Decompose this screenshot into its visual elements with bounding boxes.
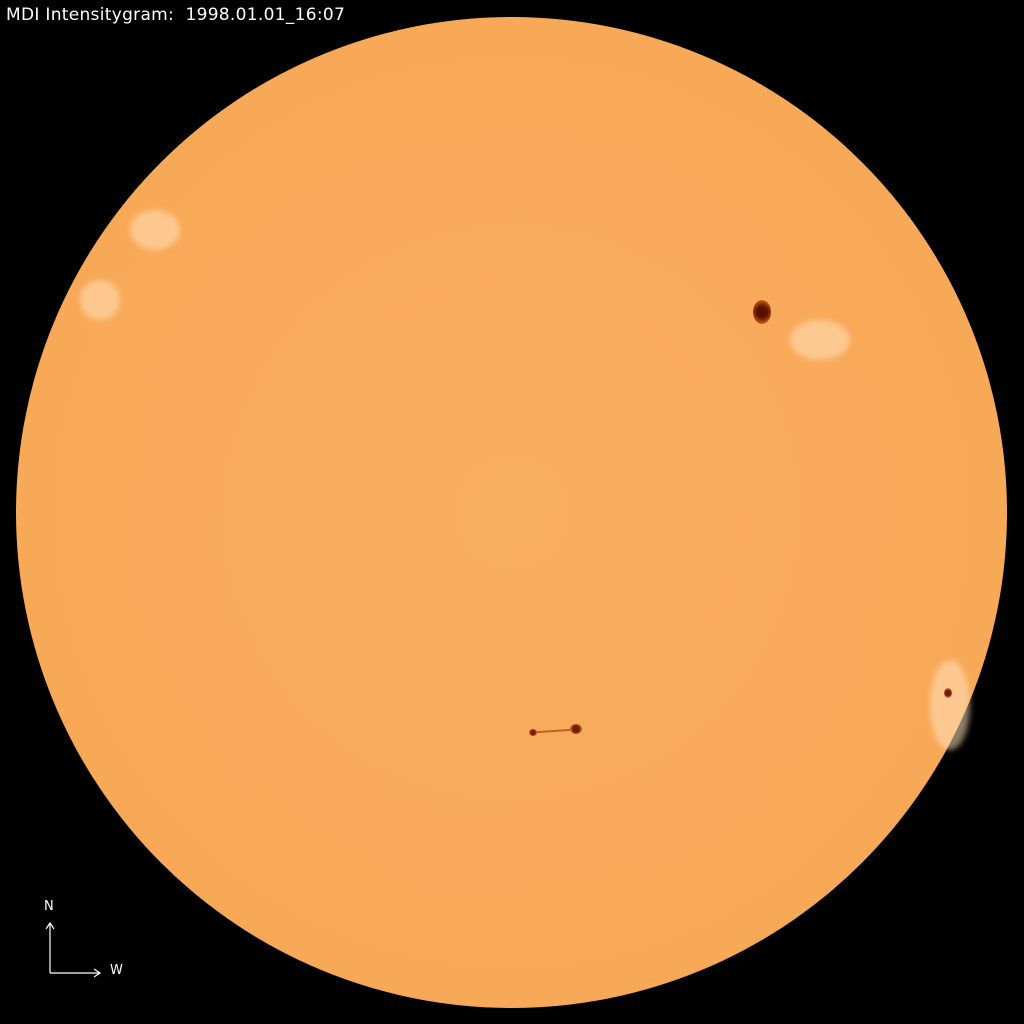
solar-disk xyxy=(16,17,1007,1008)
sunspot xyxy=(570,724,582,734)
facula xyxy=(930,660,970,750)
north-label: N xyxy=(44,899,54,914)
west-arrow-icon xyxy=(50,968,102,978)
north-arrow-icon xyxy=(45,921,55,973)
facula xyxy=(130,210,180,250)
sunspot xyxy=(753,300,771,324)
compass-arrows xyxy=(45,921,102,978)
facula xyxy=(80,280,120,320)
west-label: W xyxy=(110,963,123,978)
image-title: MDI Intensitygram: 1998.01.01_16:07 xyxy=(6,5,346,25)
sunspot xyxy=(529,729,537,736)
facula xyxy=(790,320,850,360)
sunspot xyxy=(944,688,952,698)
